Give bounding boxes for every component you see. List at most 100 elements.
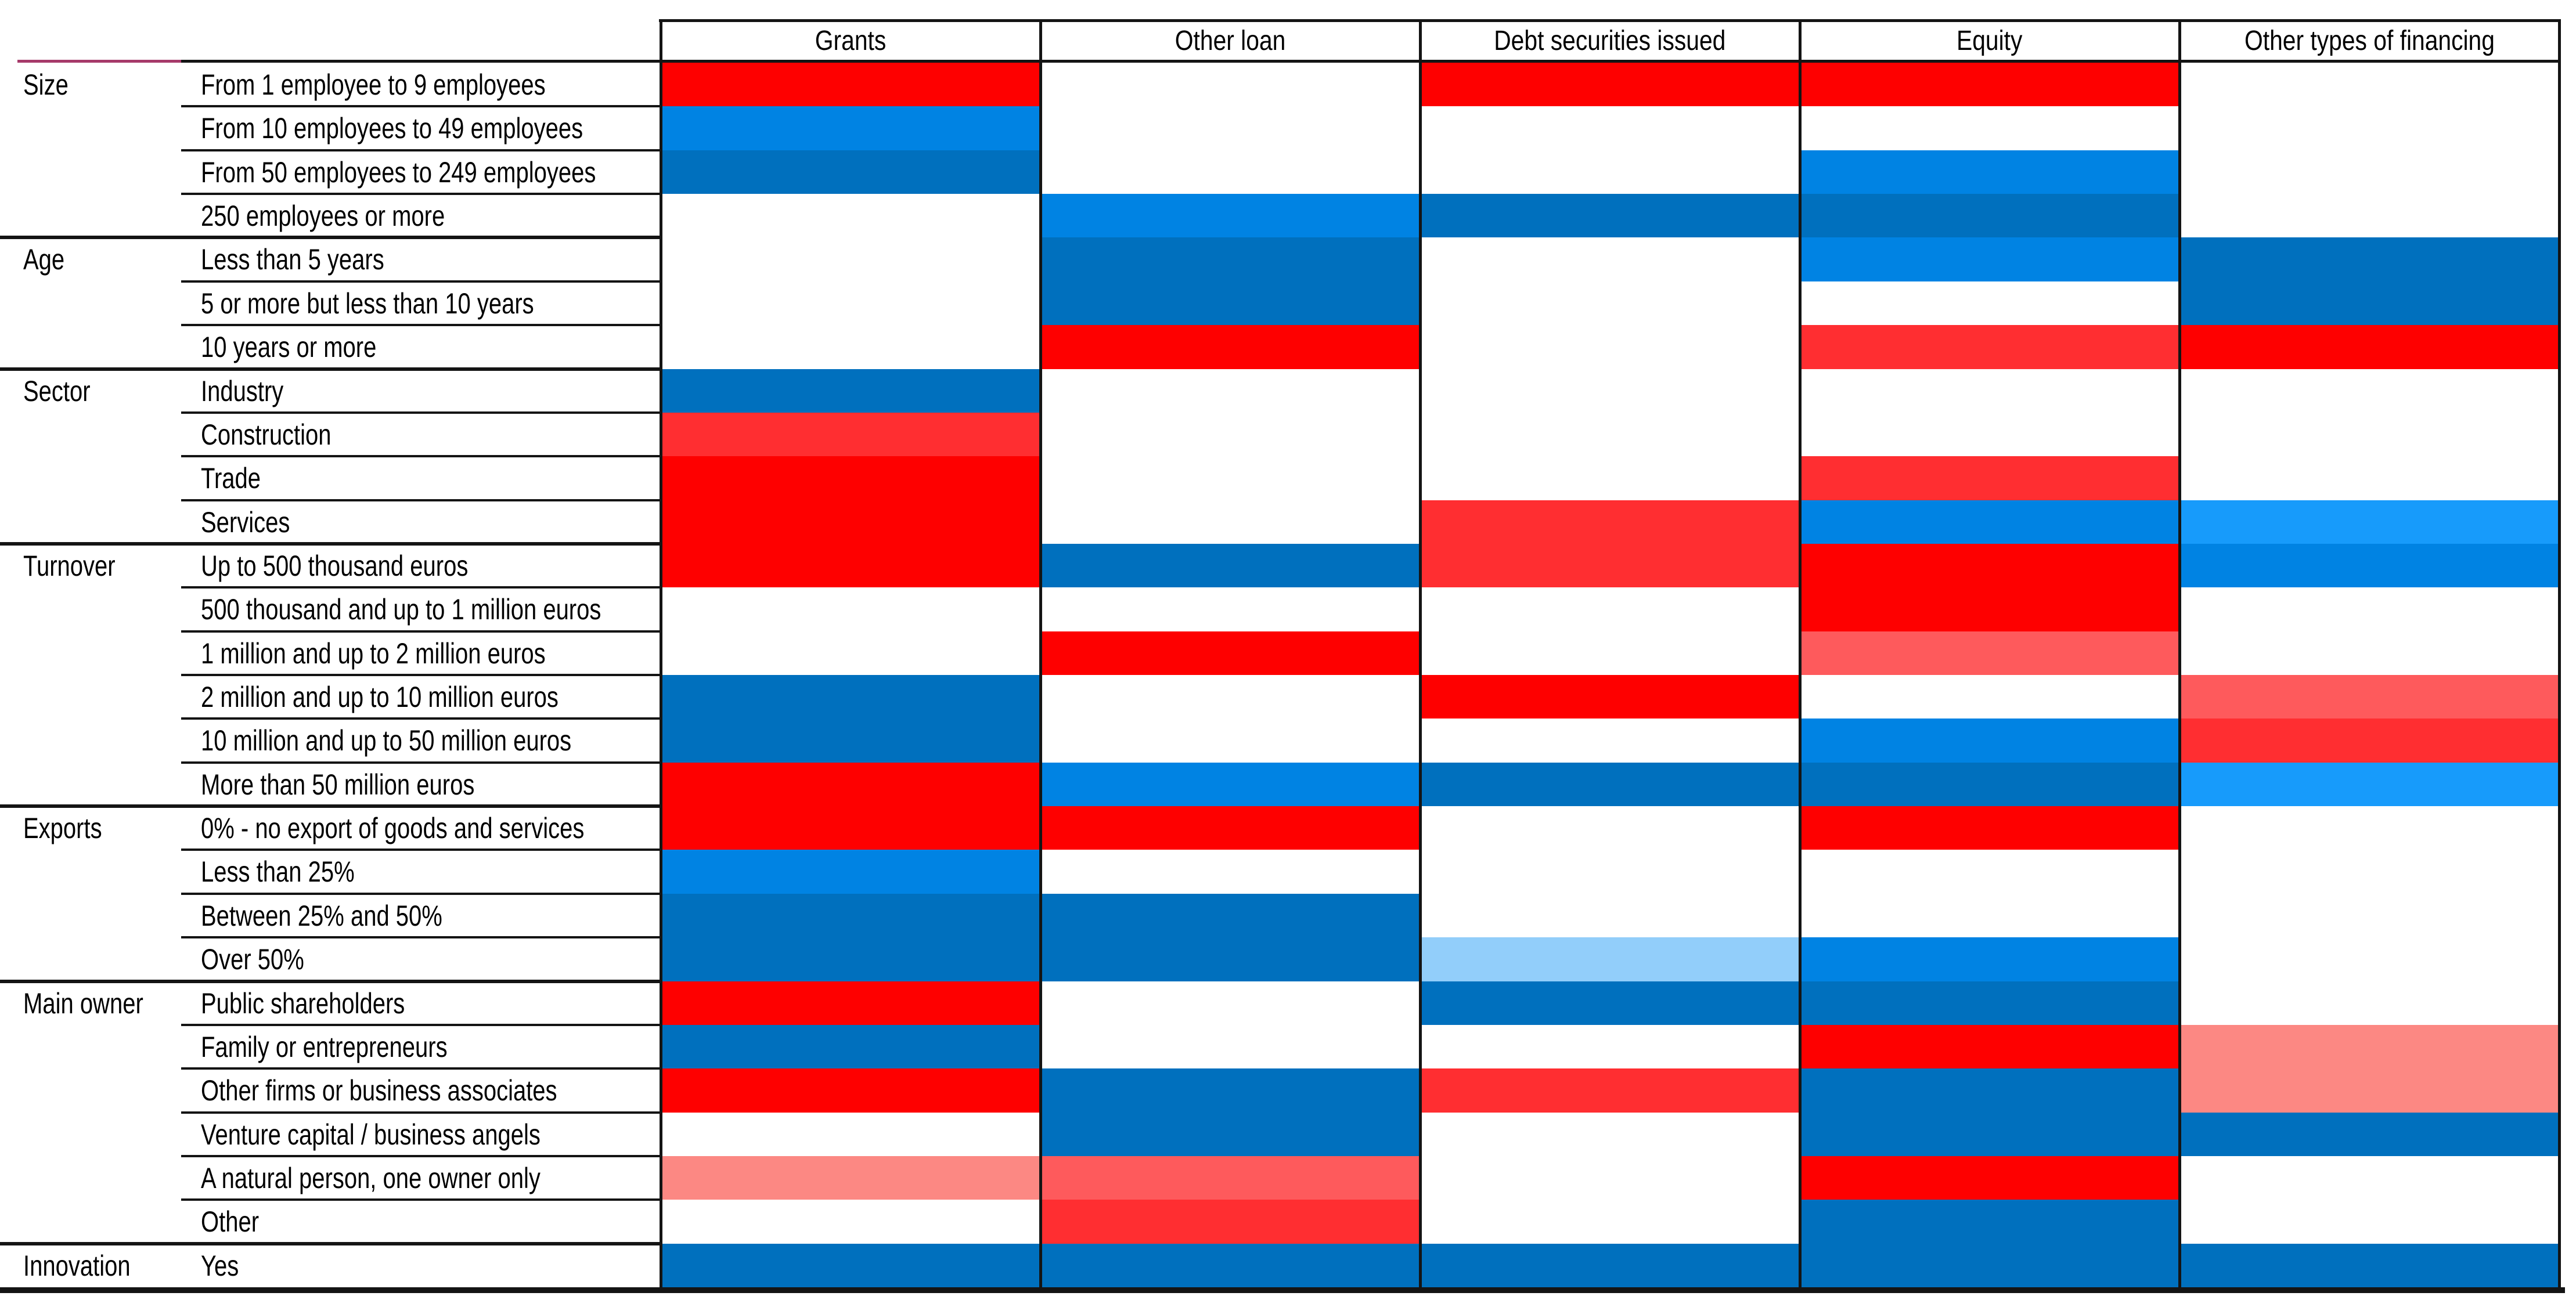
- group-label-innovation: Innovation: [23, 1244, 175, 1287]
- cell-main-owner-a-natural-person-one-owner-only-other-types-of-financing: [2179, 1156, 2559, 1200]
- cell-main-owner-other-firms-or-business-associates-equity: [1800, 1068, 2179, 1113]
- row-label-10-million-and-up-to-50-million-euros: 10 million and up to 50 million euros: [201, 719, 655, 763]
- cell-size-250-employees-or-more-other-types-of-financing: [2179, 194, 2559, 237]
- cell-sector-trade-grants: [661, 456, 1040, 500]
- cell-main-owner-venture-capital-business-angels-other-loan: [1040, 1113, 1420, 1156]
- cell-main-owner-other-other-loan: [1040, 1200, 1420, 1244]
- row-separator: [181, 1067, 661, 1070]
- label-text: Main owner: [23, 987, 143, 1020]
- label-top-rule: [181, 60, 661, 63]
- label-text: From 10 employees to 49 employees: [201, 112, 583, 145]
- cell-size-250-employees-or-more-debt-securities-issued: [1420, 194, 1800, 237]
- label-text: Over 50%: [201, 943, 304, 976]
- row-label-2-million-and-up-to-10-million-euros: 2 million and up to 10 million euros: [201, 675, 655, 719]
- cell-main-owner-public-shareholders-grants: [661, 981, 1040, 1025]
- label-text: From 1 employee to 9 employees: [201, 68, 546, 101]
- label-text: Between 25% and 50%: [201, 899, 442, 932]
- cell-sector-services-other-loan: [1040, 500, 1420, 544]
- row-label-1-million-and-up-to-2-million-euros: 1 million and up to 2 million euros: [201, 631, 655, 675]
- label-text: Yes: [201, 1249, 239, 1282]
- cell-main-owner-a-natural-person-one-owner-only-other-loan: [1040, 1156, 1420, 1200]
- label-text: Grants: [815, 26, 887, 56]
- cell-sector-services-equity: [1800, 500, 2179, 544]
- cell-age-5-or-more-but-less-than-10-years-other-loan: [1040, 281, 1420, 325]
- row-label-industry: Industry: [201, 369, 655, 413]
- label-text: 10 years or more: [201, 331, 377, 363]
- cell-main-owner-family-or-entrepreneurs-grants: [661, 1025, 1040, 1068]
- cell-exports-over-50-grants: [661, 937, 1040, 981]
- row-separator: [181, 499, 661, 501]
- cell-age-5-or-more-but-less-than-10-years-other-types-of-financing: [2179, 281, 2559, 325]
- cell-turnover-up-to-500-thousand-euros-grants: [661, 544, 1040, 587]
- group-separator: [0, 980, 661, 983]
- cell-sector-construction-grants: [661, 413, 1040, 456]
- cell-main-owner-family-or-entrepreneurs-debt-securities-issued: [1420, 1025, 1800, 1068]
- cell-age-less-than-5-years-other-loan: [1040, 237, 1420, 281]
- cell-size-from-1-employee-to-9-employees-equity: [1800, 63, 2179, 106]
- label-text: Size: [23, 68, 69, 101]
- row-label-family-or-entrepreneurs: Family or entrepreneurs: [201, 1025, 655, 1068]
- column-header-equity: Equity: [1800, 19, 2179, 63]
- cell-sector-construction-other-types-of-financing: [2179, 413, 2559, 456]
- group-separator: [0, 236, 661, 239]
- label-text: Industry: [201, 374, 284, 407]
- cell-main-owner-venture-capital-business-angels-grants: [661, 1113, 1040, 1156]
- row-separator: [181, 936, 661, 938]
- cell-sector-industry-other-types-of-financing: [2179, 369, 2559, 413]
- row-label-from-10-employees-to-49-employees: From 10 employees to 49 employees: [201, 106, 655, 150]
- cell-exports-over-50-other-types-of-financing: [2179, 937, 2559, 981]
- label-text: 1 million and up to 2 million euros: [201, 637, 546, 670]
- label-text: Construction: [201, 418, 332, 451]
- column-header-debt-securities-issued: Debt securities issued: [1420, 19, 1800, 63]
- cell-exports-less-than-25-equity: [1800, 850, 2179, 894]
- label-text: Age: [23, 243, 65, 276]
- label-text: Innovation: [23, 1249, 131, 1282]
- cell-turnover-1-million-and-up-to-2-million-euros-other-types-of-financing: [2179, 631, 2559, 675]
- cell-main-owner-other-firms-or-business-associates-other-types-of-financing: [2179, 1068, 2559, 1113]
- cell-exports-between-25-and-50-other-types-of-financing: [2179, 894, 2559, 937]
- row-label-trade: Trade: [201, 456, 655, 500]
- cell-size-from-50-employees-to-249-employees-equity: [1800, 150, 2179, 194]
- cell-exports-less-than-25-other-loan: [1040, 850, 1420, 894]
- row-separator: [181, 193, 661, 195]
- cell-turnover-10-million-and-up-to-50-million-euros-debt-securities-issued: [1420, 719, 1800, 763]
- label-text: Other loan: [1174, 26, 1286, 56]
- label-text: Less than 25%: [201, 855, 355, 888]
- label-text: 0% - no export of goods and services: [201, 811, 585, 844]
- cell-exports-between-25-and-50-other-loan: [1040, 894, 1420, 937]
- cell-main-owner-other-debt-securities-issued: [1420, 1200, 1800, 1244]
- label-text: 10 million and up to 50 million euros: [201, 724, 572, 757]
- cell-turnover-500-thousand-and-up-to-1-million-euros-grants: [661, 587, 1040, 631]
- row-label-other: Other: [201, 1200, 655, 1244]
- label-text: More than 50 million euros: [201, 768, 475, 801]
- cell-size-from-50-employees-to-249-employees-grants: [661, 150, 1040, 194]
- cell-turnover-500-thousand-and-up-to-1-million-euros-other-types-of-financing: [2179, 587, 2559, 631]
- column-header-other-loan: Other loan: [1040, 19, 1420, 63]
- cell-main-owner-venture-capital-business-angels-debt-securities-issued: [1420, 1113, 1800, 1156]
- cell-size-from-50-employees-to-249-employees-debt-securities-issued: [1420, 150, 1800, 194]
- cell-size-250-employees-or-more-equity: [1800, 194, 2179, 237]
- label-text: Venture capital / business angels: [201, 1118, 541, 1151]
- row-label-more-than-50-million-euros: More than 50 million euros: [201, 763, 655, 806]
- column-border-v: [1419, 19, 1422, 1293]
- cell-turnover-2-million-and-up-to-10-million-euros-equity: [1800, 675, 2179, 719]
- cell-turnover-500-thousand-and-up-to-1-million-euros-debt-securities-issued: [1420, 587, 1800, 631]
- row-label-less-than-5-years: Less than 5 years: [201, 237, 655, 281]
- cell-main-owner-family-or-entrepreneurs-other-loan: [1040, 1025, 1420, 1068]
- cell-sector-industry-debt-securities-issued: [1420, 369, 1800, 413]
- cell-main-owner-public-shareholders-debt-securities-issued: [1420, 981, 1800, 1025]
- column-border-v: [1799, 19, 1802, 1293]
- row-label-500-thousand-and-up-to-1-million-euros: 500 thousand and up to 1 million euros: [201, 587, 655, 631]
- cell-turnover-more-than-50-million-euros-other-loan: [1040, 763, 1420, 806]
- cell-main-owner-venture-capital-business-angels-other-types-of-financing: [2179, 1113, 2559, 1156]
- group-label-main-owner: Main owner: [23, 981, 175, 1025]
- cell-exports-over-50-other-loan: [1040, 937, 1420, 981]
- cell-exports-0-no-export-of-goods-and-services-other-types-of-financing: [2179, 806, 2559, 850]
- label-text: 2 million and up to 10 million euros: [201, 680, 559, 713]
- cell-turnover-500-thousand-and-up-to-1-million-euros-equity: [1800, 587, 2179, 631]
- row-label-10-years-or-more: 10 years or more: [201, 325, 655, 369]
- column-border-v: [1039, 19, 1042, 1293]
- header-top-border: [659, 19, 2561, 22]
- accent-top-rule: [17, 60, 181, 63]
- label-text: Family or entrepreneurs: [201, 1030, 448, 1063]
